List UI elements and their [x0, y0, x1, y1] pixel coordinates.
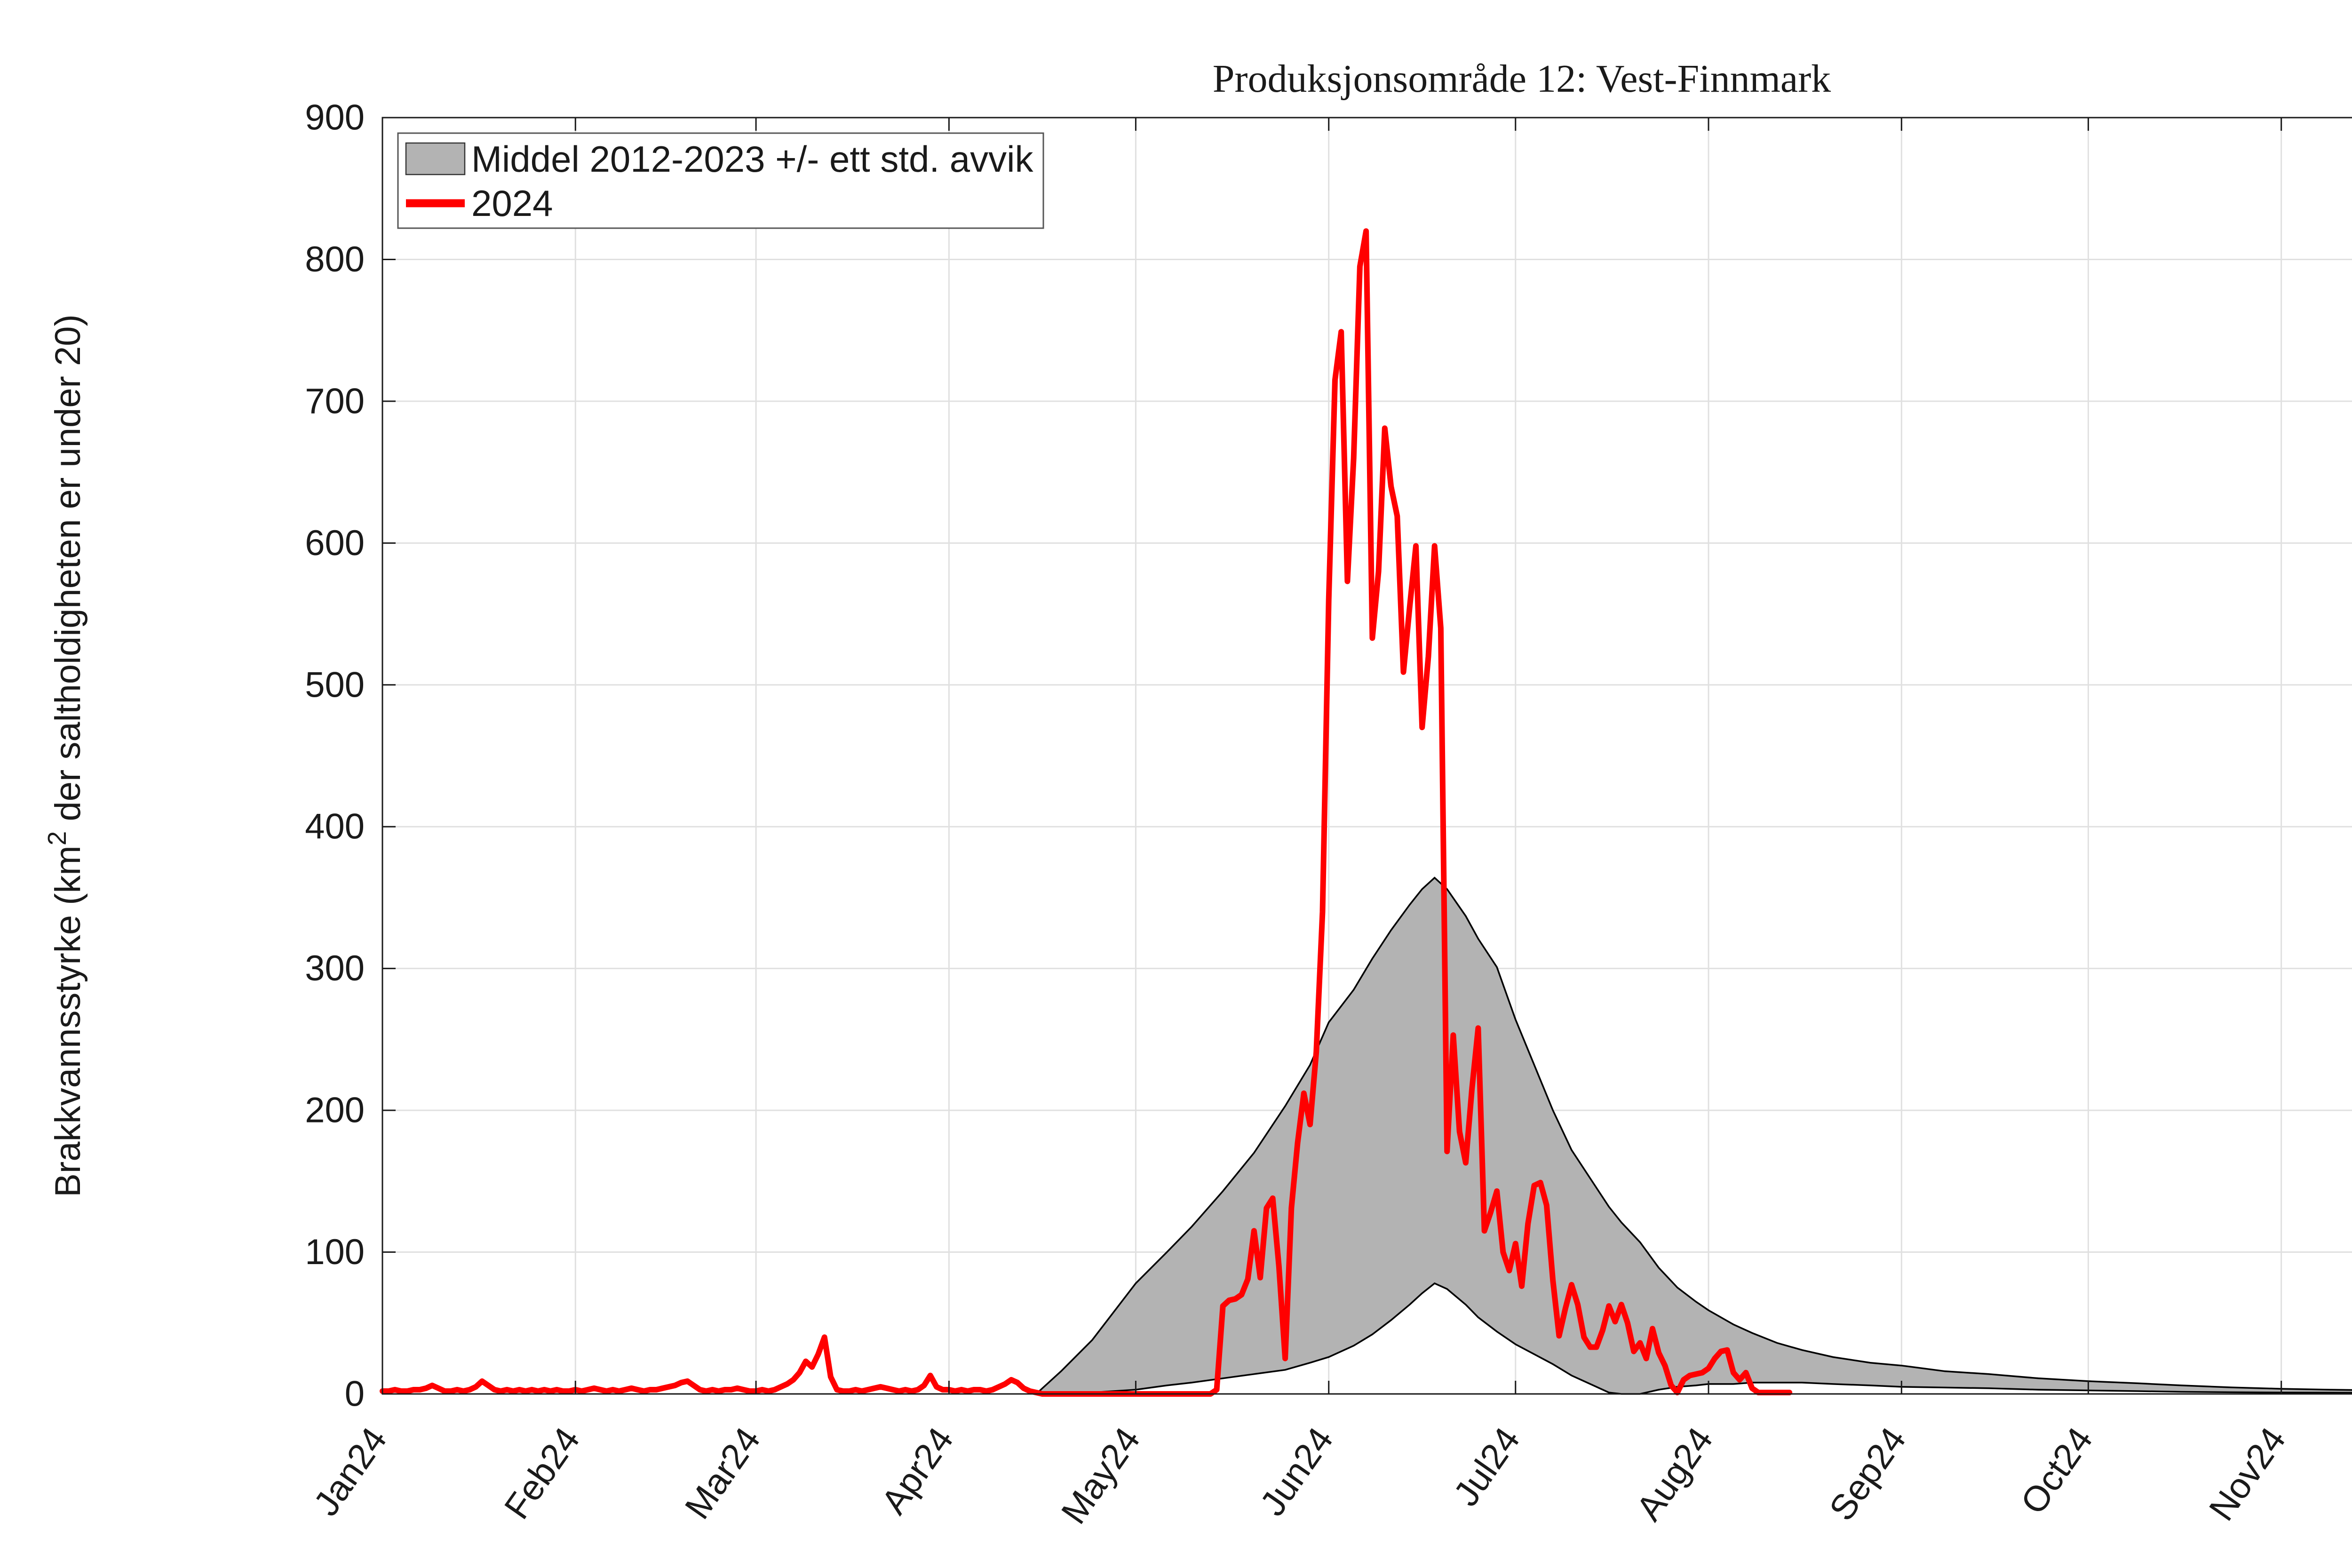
legend-band-swatch [405, 142, 466, 175]
x-tick-label: May24 [1054, 1420, 1148, 1531]
y-axis-label: Brakkvannsstyrke (km2 der saltholdighete… [42, 314, 88, 1197]
x-tick-label: Mar24 [677, 1420, 768, 1526]
y-tick-label: 600 [305, 523, 365, 563]
x-tick-label: Oct24 [2013, 1420, 2100, 1521]
y-tick-label: 900 [305, 98, 365, 138]
x-tick-label: Jan24 [306, 1420, 395, 1523]
y-tick-label: 400 [305, 807, 365, 847]
y-tick-label: 100 [305, 1232, 365, 1272]
y-tick-label: 200 [305, 1090, 365, 1130]
chart-title: Produksjonsområde 12: Vest-Finnmark [1213, 57, 1831, 101]
y-tick-label: 500 [305, 665, 365, 705]
legend-label-2024: 2024 [471, 183, 553, 224]
x-tick-label: Jul24 [1446, 1420, 1528, 1513]
band-mean-std [1036, 877, 2352, 1394]
x-tick-label: Nov24 [2201, 1420, 2294, 1528]
line-2024 [380, 228, 1793, 1397]
band-upper-edge [1035, 876, 2352, 1395]
y-tick-label: 700 [305, 381, 365, 421]
x-tick-label: Aug24 [1629, 1420, 1721, 1528]
legend-label-band: Middel 2012-2023 +/- ett std. avvik [471, 138, 1033, 180]
x-tick-label: Feb24 [497, 1420, 588, 1526]
y-tick-label: 300 [305, 948, 365, 988]
legend-box [397, 132, 1044, 229]
x-tick-label: Apr24 [874, 1420, 961, 1521]
x-tick-label: Sep24 [1822, 1420, 1914, 1528]
x-tick-label: Jun24 [1252, 1420, 1341, 1523]
y-tick-label: 0 [345, 1374, 365, 1414]
axes-box [381, 117, 2352, 1395]
y-tick-label: 800 [305, 239, 365, 279]
